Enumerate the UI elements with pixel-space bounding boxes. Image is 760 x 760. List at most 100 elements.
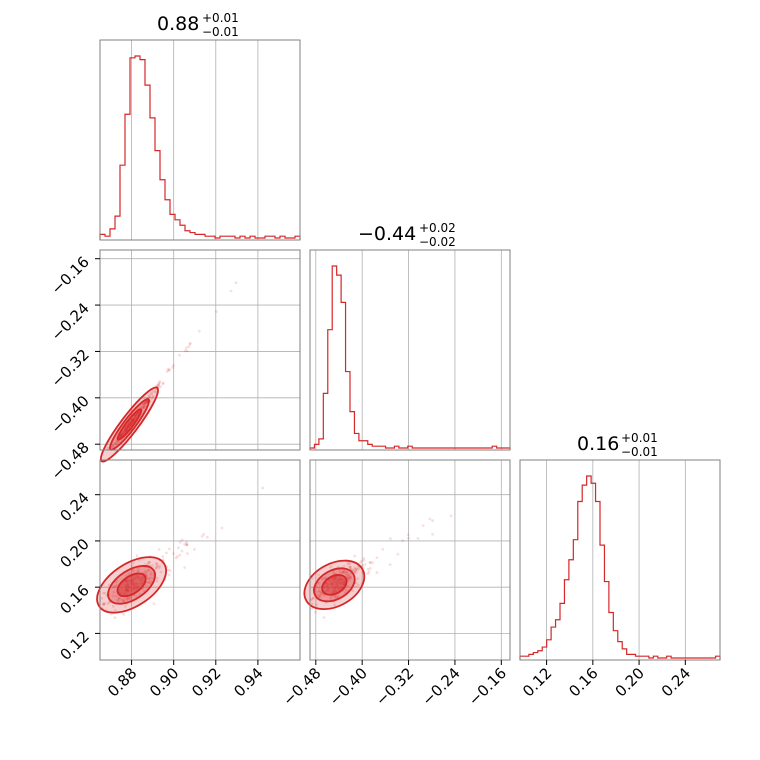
scatter-point [324, 576, 328, 580]
scatter-point [310, 607, 314, 611]
histograms [99, 55, 721, 660]
scatter-point [336, 585, 339, 589]
scatter-point [127, 425, 130, 429]
scatter-point [331, 590, 335, 594]
scatter-point [115, 583, 119, 587]
scatter-point [311, 602, 314, 606]
scatter-point [178, 353, 181, 357]
scatter-point [333, 595, 337, 599]
scatter-point [132, 418, 136, 422]
scatter-point [122, 429, 126, 433]
scatter-point [167, 547, 171, 551]
scatter-point [338, 577, 341, 581]
scatter-point [335, 583, 339, 587]
title-param-1-minus: −0.01 [202, 25, 239, 39]
scatter-point [142, 404, 146, 408]
scatter-point [141, 576, 144, 580]
scatter-point [325, 581, 328, 585]
scatter-point [317, 582, 321, 586]
scatter-point [342, 582, 346, 586]
x-tick-label: −0.16 [465, 664, 510, 709]
scatter-point [115, 441, 119, 445]
scatter-point [348, 575, 352, 579]
scatter-point [134, 594, 138, 598]
scatter-point [353, 554, 357, 558]
scatter-point [129, 582, 133, 586]
scatter-point [127, 425, 131, 429]
x-tick-label: −0.48 [279, 664, 324, 709]
scatter-point [130, 420, 134, 424]
scatter-point [135, 413, 139, 416]
scatter-point [366, 567, 370, 571]
scatter-point [329, 595, 333, 599]
scatter-point [329, 580, 333, 584]
scatter-point [125, 427, 129, 431]
scatter-point [136, 413, 140, 416]
scatter-point [310, 597, 314, 601]
scatter-point [337, 587, 341, 591]
scatter-point [186, 552, 189, 555]
scatter-point [134, 414, 137, 417]
scatter-point [348, 565, 352, 569]
scatter-point [431, 519, 435, 523]
scatter-point [134, 587, 138, 590]
scatter-point [126, 424, 130, 428]
scatter-point [337, 577, 341, 581]
scatter-point [324, 581, 328, 585]
scatter-point [314, 610, 317, 614]
x-tick-label: −0.32 [372, 664, 417, 709]
scatter-point [142, 406, 145, 409]
scatter-point [342, 580, 346, 584]
scatter-point [329, 565, 333, 569]
scatter-point [356, 583, 360, 587]
scatter-point [124, 579, 128, 583]
scatter-point [157, 384, 161, 388]
scatter-point [158, 381, 161, 384]
scatter-point [123, 605, 127, 608]
scatter-point [132, 583, 136, 586]
scatter-point [127, 585, 130, 589]
grid-lines [100, 40, 686, 660]
scatter-point [355, 567, 359, 571]
scatter-point [346, 576, 350, 580]
scatter-point [119, 591, 123, 595]
scatter-point [375, 556, 379, 560]
scatter-point [361, 564, 365, 567]
scatter-point [381, 547, 385, 551]
panel-frame [99, 459, 301, 661]
scatter-point [406, 533, 410, 537]
scatter-point [157, 566, 161, 570]
scatter-point [166, 568, 170, 572]
scatter-point [136, 576, 140, 580]
scatter-point [132, 417, 136, 421]
x-tick-label: 0.94 [230, 664, 266, 700]
contour-level-1 [303, 559, 366, 610]
scatter-point [123, 428, 127, 432]
scatter-point [132, 588, 136, 591]
scatter-point [130, 564, 134, 568]
scatter-point [126, 426, 129, 429]
scatter-point [157, 382, 161, 386]
scatter-point [178, 540, 182, 544]
y-tick-label: −0.24 [48, 299, 93, 344]
scatter-point [113, 441, 117, 445]
scatter-point [334, 575, 338, 579]
scatter-point [333, 590, 337, 594]
scatter-point [146, 561, 150, 565]
scatter-point [185, 349, 189, 353]
scatter-point [122, 612, 125, 616]
scatter-point [151, 395, 154, 399]
scatter-point [112, 590, 116, 594]
scatter-point [348, 577, 352, 581]
x-tick-label: −0.24 [419, 664, 464, 709]
scatter-point [335, 582, 339, 586]
y-tick-label: 0.16 [56, 581, 92, 617]
scatter-point [140, 403, 144, 407]
scatter-point [340, 577, 343, 581]
scatter-point [367, 570, 371, 574]
scatter-point [124, 583, 128, 587]
scatter-point [168, 368, 171, 372]
scatter-point [146, 577, 150, 581]
scatter-point [131, 419, 135, 423]
scatter-point [143, 402, 147, 406]
